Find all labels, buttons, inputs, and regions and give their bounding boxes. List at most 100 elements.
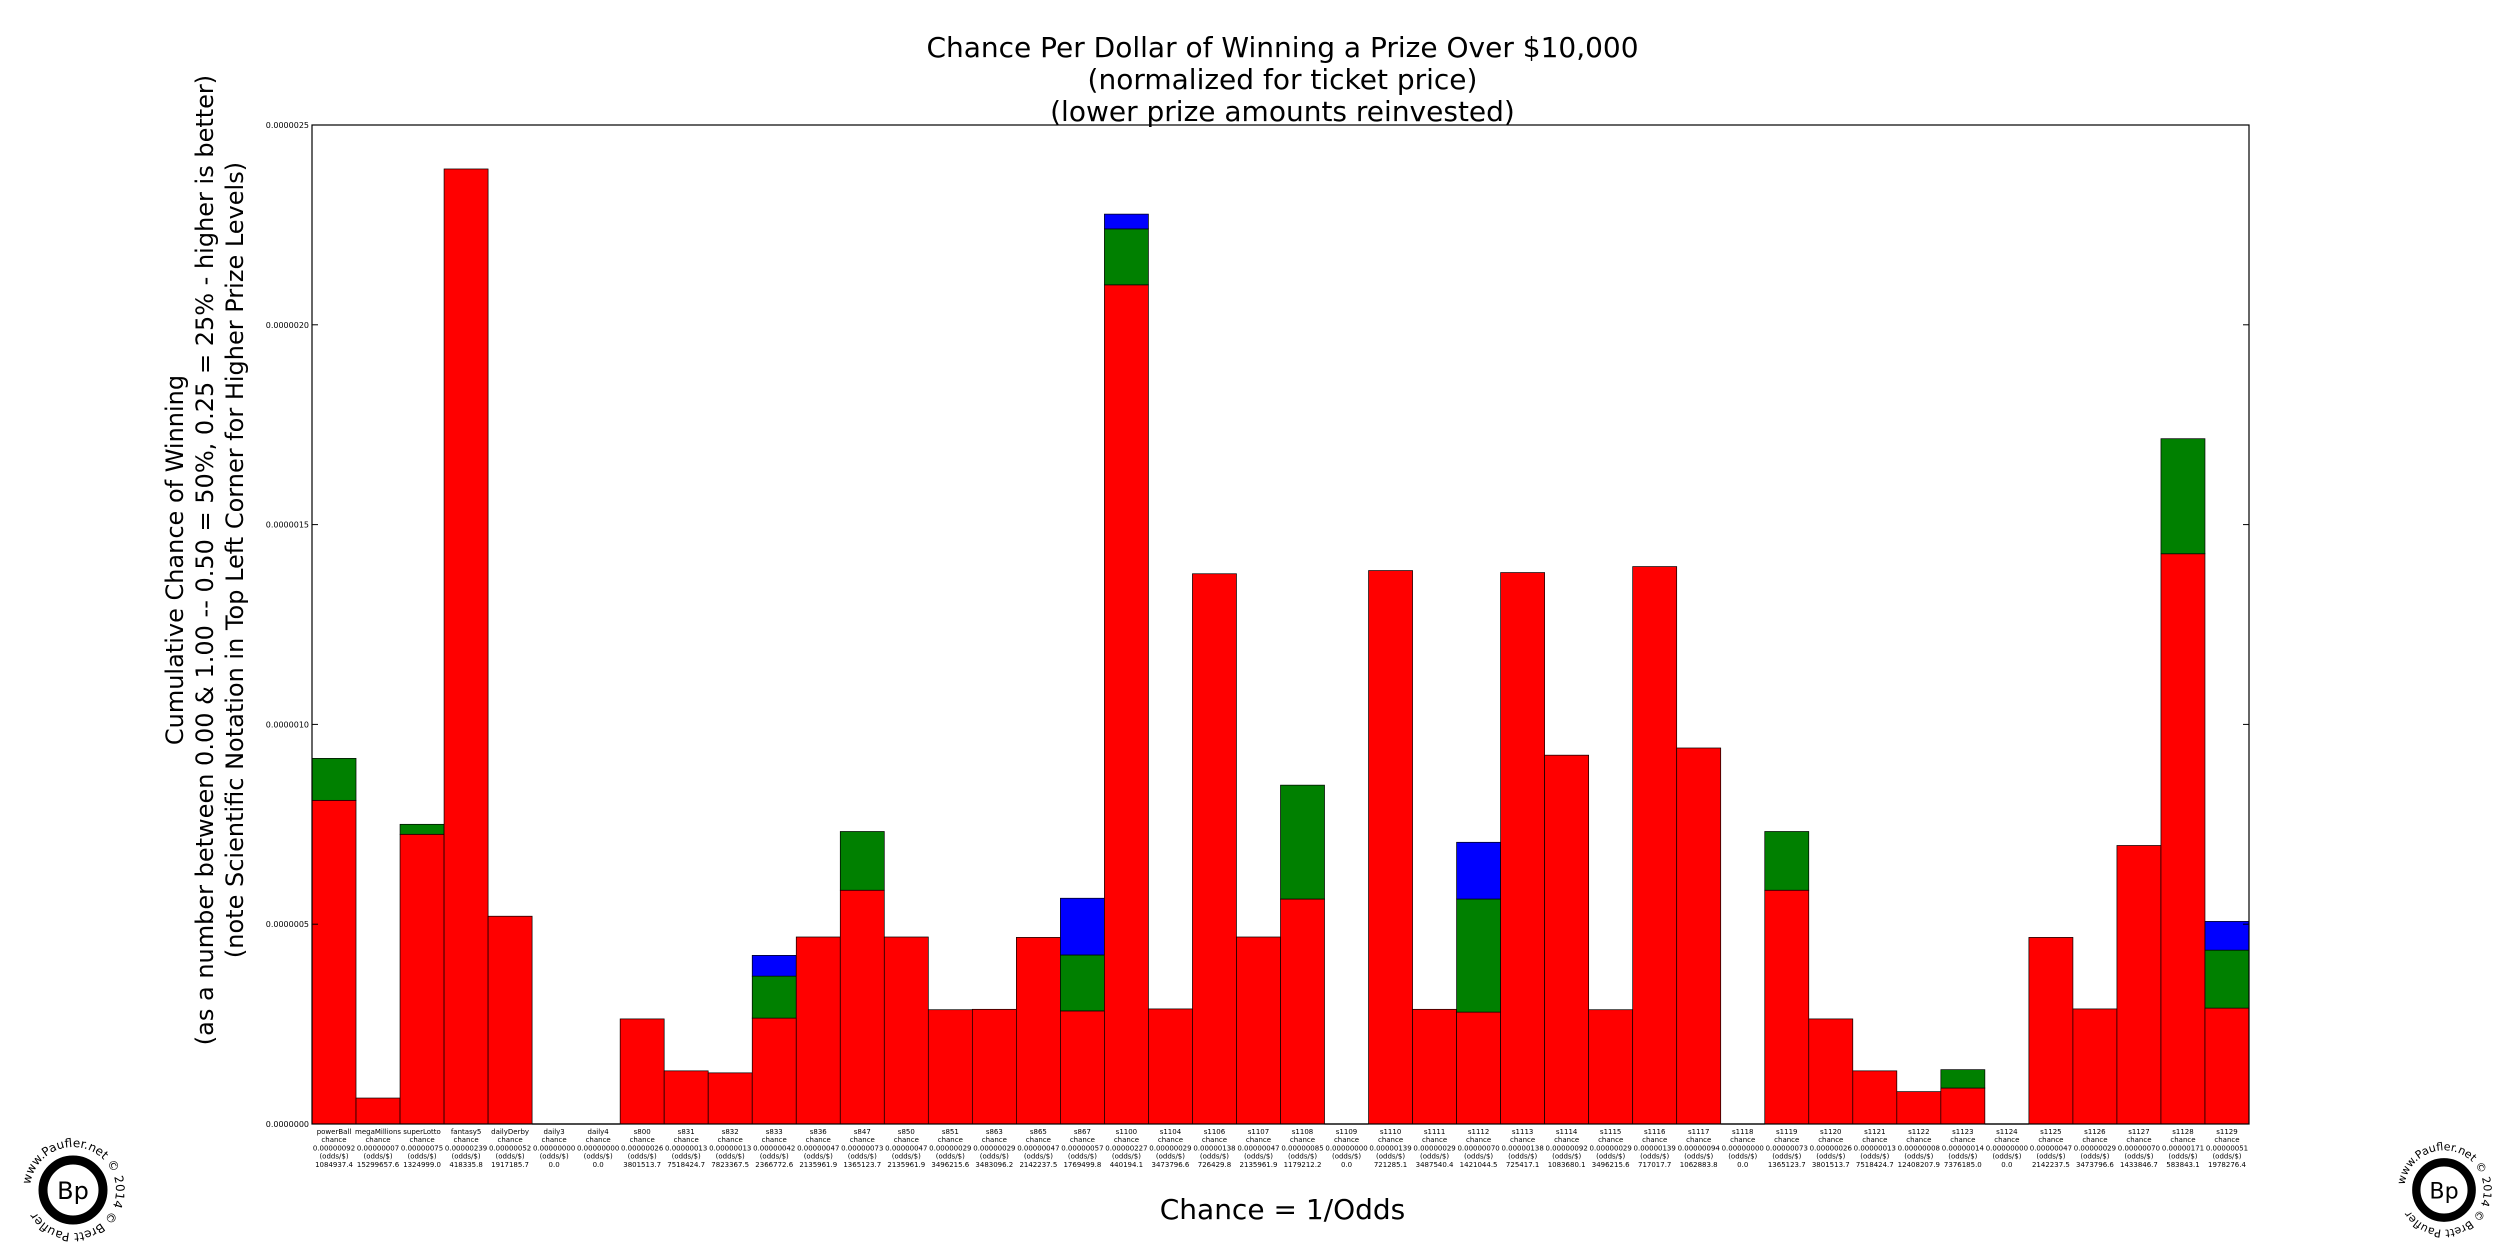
x-tick-label-s1119: s1119 chance 0.00000073 (odds/$) 1365123.7 [1766, 1128, 1808, 1169]
seal-inner-disc [51, 1168, 95, 1212]
x-tick-label-s1100: s1100 chance 0.00000227 (odds/$) 440194.1 [1105, 1128, 1147, 1169]
bar-s1128-green-segment [2160, 438, 2206, 555]
bar-s1104-red-segment [1148, 1008, 1193, 1125]
x-tick-label-s1126: s1126 chance 0.00000029 (odds/$) 3473796.6 [2074, 1128, 2116, 1169]
x-tick-label-s1128: s1128 chance 0.00000171 (odds/$) 583843.1 [2162, 1128, 2204, 1169]
x-tick-label-s1117: s1117 chance 0.00000094 (odds/$) 1062883.8 [1678, 1128, 1721, 1169]
bar-fantasy5-red-segment [443, 168, 489, 1125]
x-tick-label-s1107: s1107 chance 0.00000047 (odds/$) 2135961.9 [1237, 1128, 1279, 1169]
plot-frame [311, 124, 2250, 1125]
seal-inner-disc [2423, 1169, 2465, 1211]
bar-s867-red-segment [1060, 1010, 1105, 1125]
bar-s1119-red-segment [1764, 889, 1810, 1125]
x-tick-label-s1104: s1104 chance 0.00000029 (odds/$) 3473796.6 [1149, 1128, 1191, 1169]
bar-s847-green-segment [839, 831, 885, 891]
bar-s1120-red-segment [1808, 1018, 1854, 1125]
x-tick-label-s1108: s1108 chance 0.00000085 (odds/$) 1179212.2 [1281, 1128, 1323, 1169]
bar-s1117-red-segment [1676, 747, 1722, 1125]
bar-s1112-green-segment [1456, 898, 1501, 1013]
x-tick-label-fantasy5: fantasy5 chance 0.00000239 (odds/$) 418335.8 [445, 1128, 487, 1169]
bar-megaMillions-red-segment [355, 1097, 401, 1125]
x-tick-label-s831: s831 chance 0.00000013 (odds/$) 7518424.7 [665, 1128, 707, 1169]
bar-s800-red-segment [619, 1018, 665, 1125]
bar-s1100-green-segment [1104, 228, 1149, 286]
seal-outer-ring [38, 1155, 108, 1225]
x-tick-label-daily4: daily4 chance 0.00000000 (odds/$) 0.0 [577, 1128, 619, 1169]
bar-s1119-green-segment [1764, 831, 1810, 891]
bar-s851-red-segment [927, 1009, 973, 1125]
x-tick-label-megaMillions: megaMillions chance 0.00000007 (odds/$) 1529… [355, 1128, 401, 1169]
bar-s1127-red-segment [2116, 845, 2162, 1125]
x-tick-label-s1123: s1123 chance 0.00000014 (odds/$) 7376185.0 [1942, 1128, 1985, 1169]
chart-title-line-3: (lower prize amounts reinvested) [1050, 95, 1515, 128]
x-tick-label-s1111: s1111 chance 0.00000029 (odds/$) 3487540.4 [1413, 1128, 1455, 1169]
x-tick-label-s1127: s1127 chance 0.00000070 (odds/$) 1433846.7 [2118, 1128, 2160, 1169]
x-tick-label-powerBall: powerBall chance 0.00000092 (odds/$) 1084937… [313, 1128, 355, 1169]
x-tick-label-superLotto: superLotto chance 0.00000075 (odds/$) 132499… [401, 1128, 443, 1169]
bar-s847-red-segment [839, 889, 885, 1125]
bar-s1112-blue-segment [1456, 841, 1501, 900]
bar-s1111-red-segment [1412, 1008, 1457, 1125]
x-tick-label-s863: s863 chance 0.00000029 (odds/$) 3483096.2 [973, 1128, 1015, 1169]
bar-s1107-red-segment [1236, 936, 1281, 1125]
bar-s1113-red-segment [1500, 572, 1545, 1125]
bar-s831-red-segment [663, 1070, 709, 1125]
bar-s836-red-segment [795, 936, 841, 1125]
bar-s1126-red-segment [2072, 1008, 2118, 1125]
chart-title-line-2: (normalized for ticket price) [1087, 63, 1478, 96]
x-tick-label-s836: s836 chance 0.00000047 (odds/$) 2135961.9 [797, 1128, 839, 1169]
bar-s1125-red-segment [2028, 937, 2074, 1125]
y-tick-label: 0.0000020 [266, 321, 309, 330]
bar-s833-red-segment [751, 1017, 797, 1125]
x-tick-label-s1125: s1125 chance 0.00000047 (odds/$) 2142237.5 [2030, 1128, 2072, 1169]
x-tick-label-s847: s847 chance 0.00000073 (odds/$) 1365123.7 [841, 1128, 883, 1169]
x-tick-label-s1120: s1120 chance 0.00000026 (odds/$) 3801513.7 [1810, 1128, 1853, 1169]
bar-s867-blue-segment [1060, 897, 1105, 956]
bar-s865-red-segment [1016, 937, 1061, 1125]
y-tick-label: 0.0000010 [266, 720, 309, 729]
x-tick-label-s867: s867 chance 0.00000057 (odds/$) 1769499.8 [1061, 1128, 1103, 1169]
bar-s1122-red-segment [1896, 1091, 1942, 1125]
y-tick-label: 0.0000005 [266, 920, 309, 929]
x-tick-label-s833: s833 chance 0.00000042 (odds/$) 2366772.6 [753, 1128, 795, 1169]
y-tick-label: 0.0000015 [266, 521, 309, 530]
bar-s1116-red-segment [1632, 566, 1678, 1125]
x-tick-label-s1116: s1116 chance 0.00000139 (odds/$) 717017.7 [1634, 1128, 1676, 1169]
chart-title-line-1: Chance Per Dollar of Winning a Prize Ove… [926, 31, 1639, 64]
x-tick-label-s850: s850 chance 0.00000047 (odds/$) 2135961.9 [885, 1128, 927, 1169]
x-axis-label: Chance = 1/Odds [1159, 1193, 1406, 1226]
bar-s1129-green-segment [2204, 949, 2250, 1009]
seal-initials: Bp [2429, 1178, 2458, 1204]
bar-s850-red-segment [883, 936, 929, 1125]
x-tick-label-dailyDerby: dailyDerby chance 0.00000052 (odds/$) 191718… [489, 1128, 531, 1169]
x-tick-label-daily3: daily3 chance 0.00000000 (odds/$) 0.0 [533, 1128, 575, 1169]
x-tick-label-s851: s851 chance 0.00000029 (odds/$) 3496215.6 [929, 1128, 971, 1169]
y-tick-label: 0.0000025 [266, 121, 309, 130]
bar-powerBall-red-segment [311, 799, 357, 1125]
bar-s1106-red-segment [1192, 573, 1237, 1125]
x-tick-label-s1114: s1114 chance 0.00000092 (odds/$) 1083680.1 [1545, 1128, 1587, 1169]
x-tick-label-s1115: s1115 chance 0.00000029 (odds/$) 3496215.6 [1590, 1128, 1632, 1169]
seal-initials: Bp [57, 1177, 89, 1205]
y-tick-label: 0.0000000 [266, 1120, 309, 1129]
bar-powerBall-green-segment [311, 758, 357, 801]
x-tick-label-s1122: s1122 chance 0.00000008 (odds/$) 12408207.9 [1898, 1128, 1940, 1169]
x-tick-label-s1124: s1124 chance 0.00000000 (odds/$) 0.0 [1986, 1128, 2028, 1169]
bar-s1128-red-segment [2160, 553, 2206, 1125]
bar-superLotto-red-segment [399, 833, 445, 1125]
bar-s1123-red-segment [1940, 1087, 1986, 1125]
x-tick-label-s865: s865 chance 0.00000047 (odds/$) 2142237.5 [1017, 1128, 1059, 1169]
x-tick-label-s800: s800 chance 0.00000026 (odds/$) 3801513.7 [621, 1128, 664, 1169]
x-tick-label-s1110: s1110 chance 0.00000139 (odds/$) 721285.1 [1369, 1128, 1411, 1169]
seal-outer-ring [2412, 1158, 2476, 1222]
bar-s1115-red-segment [1588, 1009, 1634, 1125]
x-tick-label-s1109: s1109 chance 0.00000000 (odds/$) 0.0 [1325, 1128, 1367, 1169]
bar-s1129-red-segment [2204, 1007, 2250, 1125]
bar-s1129-blue-segment [2204, 921, 2250, 951]
x-tick-label-s1121: s1121 chance 0.00000013 (odds/$) 7518424.7 [1854, 1128, 1896, 1169]
x-tick-label-s1113: s1113 chance 0.00000138 (odds/$) 725417.1 [1501, 1128, 1543, 1169]
x-tick-label-s1129: s1129 chance 0.00000051 (odds/$) 1978276.4 [2206, 1128, 2248, 1169]
